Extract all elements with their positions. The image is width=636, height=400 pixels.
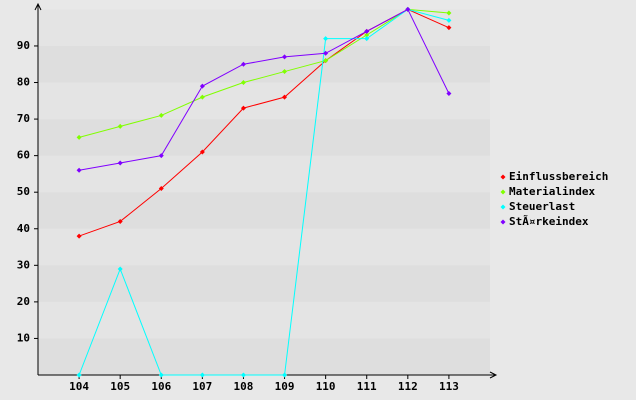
- data-point: [446, 25, 452, 31]
- data-point: [240, 372, 246, 378]
- grid-band: [38, 9, 490, 46]
- data-point: [240, 61, 246, 67]
- data-point: [158, 112, 164, 118]
- grid-band: [38, 301, 490, 339]
- data-point: [158, 372, 164, 378]
- data-point: [323, 50, 329, 56]
- legend-marker: [500, 174, 506, 180]
- grid-band: [38, 119, 490, 156]
- y-tick-label: 30: [17, 258, 30, 271]
- data-point: [117, 160, 123, 166]
- data-point: [282, 54, 288, 60]
- x-tick-label: 113: [439, 380, 459, 393]
- x-tick-label: 108: [234, 380, 254, 393]
- data-point: [364, 32, 370, 38]
- series-line: [78, 8, 449, 138]
- x-tick-label: 105: [110, 380, 130, 393]
- data-point: [364, 36, 370, 42]
- data-point: [158, 153, 164, 159]
- x-tick-label: 110: [316, 380, 336, 393]
- grid-band: [38, 265, 490, 302]
- data-point: [323, 36, 329, 42]
- data-point: [199, 94, 205, 100]
- x-tick-label: 107: [192, 380, 212, 393]
- grid-band: [38, 192, 490, 229]
- y-tick-label: 50: [17, 185, 30, 198]
- y-tick-label: 60: [17, 149, 30, 162]
- legend-label: StÃ¤rkeindex: [509, 215, 589, 228]
- data-point: [323, 58, 329, 64]
- x-tick-label: 106: [151, 380, 171, 393]
- data-point: [240, 80, 246, 86]
- y-axis-arrow: [34, 2, 42, 11]
- y-tick-label: 90: [17, 39, 30, 52]
- data-point: [405, 6, 411, 12]
- legend-label: Materialindex: [509, 185, 595, 198]
- grid-band: [38, 228, 490, 266]
- data-point: [76, 134, 82, 140]
- x-tick-label: 104: [69, 380, 89, 393]
- data-point: [117, 266, 123, 272]
- series-line: [79, 8, 450, 171]
- data-point: [282, 69, 288, 75]
- series-line: [78, 8, 450, 376]
- grid-band: [38, 82, 490, 120]
- legend-marker: [500, 189, 506, 195]
- data-point: [282, 372, 288, 378]
- data-point: [446, 10, 452, 16]
- x-axis-arrow: [489, 371, 498, 379]
- data-point: [117, 123, 123, 129]
- data-point: [76, 372, 82, 378]
- data-point: [76, 167, 82, 173]
- data-point: [446, 90, 452, 96]
- y-tick-label: 70: [17, 112, 30, 125]
- x-tick-label: 109: [275, 380, 295, 393]
- data-point: [240, 105, 246, 111]
- legend-marker: [500, 204, 506, 210]
- y-tick-label: 80: [17, 76, 30, 89]
- grid-band: [38, 45, 490, 83]
- grid-band: [38, 155, 490, 193]
- legend-marker: [500, 219, 506, 225]
- data-point: [446, 17, 452, 23]
- x-tick-label: 112: [398, 380, 418, 393]
- legend-label: Einflussbereich: [509, 170, 608, 183]
- y-tick-label: 10: [17, 331, 30, 344]
- data-point: [76, 233, 82, 239]
- grid-band: [38, 338, 490, 375]
- legend-label: Steuerlast: [509, 200, 575, 213]
- data-point: [158, 186, 164, 192]
- data-point: [282, 94, 288, 100]
- data-point: [199, 149, 205, 155]
- y-tick-label: 40: [17, 222, 30, 235]
- data-point: [364, 28, 370, 34]
- data-point: [117, 218, 123, 224]
- y-tick-label: 20: [17, 295, 30, 308]
- data-point: [199, 83, 205, 89]
- x-tick-label: 111: [357, 380, 377, 393]
- data-point: [199, 372, 205, 378]
